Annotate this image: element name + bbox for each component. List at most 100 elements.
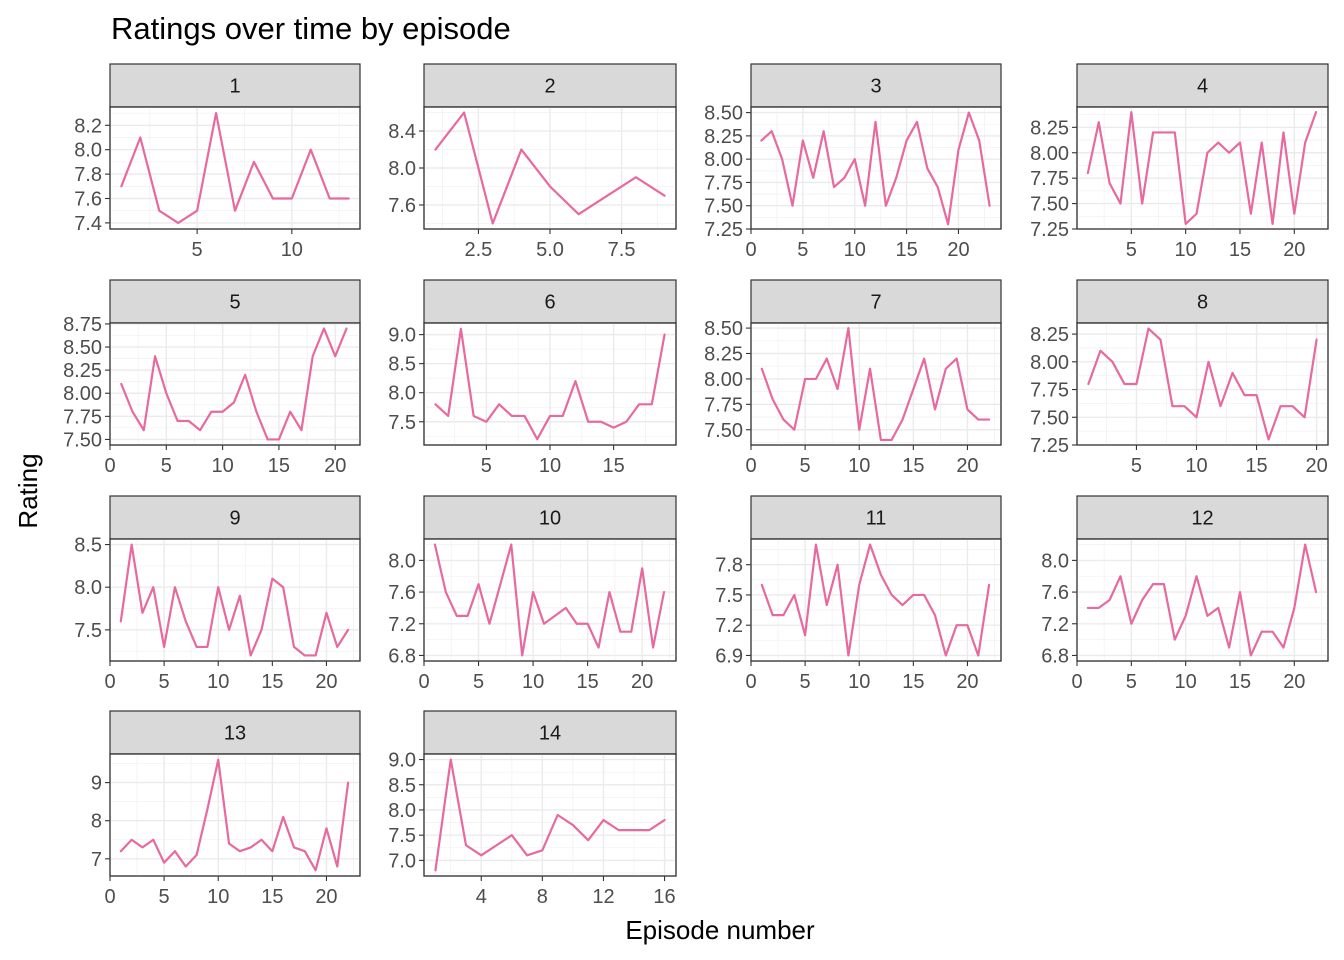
y-tick-label: 7.6 [388,582,416,604]
x-tick-label: 10 [281,239,303,261]
y-tick-label: 8.5 [388,354,416,376]
y-tick-label: 7.5 [74,620,102,642]
y-tick-label: 9.0 [388,325,416,347]
panel-border [109,322,361,446]
y-tick-label: 7.8 [715,555,743,577]
panel-border [109,538,361,662]
y-tick-label: 7.50 [1030,407,1069,429]
y-tick-label: 7.5 [388,412,416,434]
x-tick-label: 10 [1185,455,1207,477]
x-tick-label: 5 [159,886,170,908]
y-tick-label: 8.0 [388,383,416,405]
y-tick-label: 7.0 [388,850,416,872]
x-tick-label: 15 [902,671,924,693]
panel-border [109,753,361,877]
rating-series-line [434,111,666,225]
x-tick-label: 20 [315,886,337,908]
facet-panel-11: 11 6.9 7.2 7.5 7.8 0 5 10 15 20 [715,495,1002,693]
rating-series-line [120,111,350,224]
x-tick-label: 5 [159,671,170,693]
facet-strip-label: 8 [1197,292,1208,314]
x-tick-label: 20 [1283,671,1305,693]
x-tick-label: 10 [848,671,870,693]
rating-series-line [760,543,991,657]
x-tick-label: 0 [745,455,756,477]
panel-background [1076,106,1329,230]
facet-strip-label: 6 [544,292,555,314]
y-tick-label: 8.25 [704,126,743,148]
facet-strip [1076,495,1329,540]
x-tick-label: 4 [476,886,487,908]
y-tick-label: 7.5 [388,825,416,847]
rating-series-line [119,758,350,872]
y-tick-label: 8.50 [63,337,102,359]
facet-strip-label: 11 [866,508,887,530]
y-tick-label: 8.25 [63,360,102,382]
x-tick-label: 10 [1175,671,1197,693]
panel-background [423,538,677,662]
x-tick-label: 20 [1283,239,1305,261]
facet-panel-7: 7 7.50 7.75 8.00 8.25 8.50 0 5 10 15 20 [704,279,1002,477]
y-tick-label: 8.25 [704,344,743,366]
y-tick-label: 7.6 [388,195,416,217]
x-tick-label: 0 [1071,671,1082,693]
y-tick-label: 6.8 [388,645,416,667]
x-tick-label: 15 [1229,671,1251,693]
rating-series-line [119,543,350,657]
y-tick-label: 7.75 [1030,380,1069,402]
facet-panel-6: 6 7.5 8.0 8.5 9.0 5 10 15 [388,279,677,477]
y-tick-label: 8.0 [74,140,102,162]
x-tick-label: 15 [261,886,283,908]
y-tick-label: 8.75 [63,314,102,336]
rating-series-line [1086,543,1318,657]
x-tick-label: 5 [161,455,172,477]
panel-background [1076,322,1329,446]
facet-panel-9: 9 7.5 8.0 8.5 0 5 10 15 20 [74,495,361,693]
y-tick-label: 7.5 [715,585,743,607]
y-tick-label: 8.5 [388,775,416,797]
panel-background [109,753,361,877]
x-tick-label: 0 [745,239,756,261]
x-tick-label: 5 [1126,239,1137,261]
y-tick-label: 7.75 [704,394,743,416]
x-tick-label: 5 [1126,671,1137,693]
x-tick-label: 10 [207,671,229,693]
y-tick-label: 8.4 [388,121,416,143]
y-tick-label: 8.0 [1041,550,1069,572]
x-tick-label: 5 [797,239,808,261]
x-tick-label: 5 [473,671,484,693]
x-tick-label: 20 [631,671,653,693]
panel-background [750,538,1002,662]
y-tick-label: 7.25 [704,219,743,241]
x-tick-label: 15 [603,455,625,477]
y-tick-label: 8.00 [63,383,102,405]
facet-strip [109,710,361,755]
y-tick-label: 8.2 [74,115,102,137]
y-tick-label: 7.6 [74,189,102,211]
y-tick-label: 7.2 [1041,614,1069,636]
x-tick-label: 0 [745,671,756,693]
y-tick-label: 8.25 [1030,117,1069,139]
y-tick-label: 6.8 [1041,645,1069,667]
y-axis-title: Rating [13,453,43,528]
x-tick-label: 5 [800,455,811,477]
x-tick-label: 10 [848,455,870,477]
x-tick-label: 8 [537,886,548,908]
y-tick-label: 7.50 [1030,194,1069,216]
facet-strip [109,63,361,108]
y-tick-label: 8.50 [704,103,743,125]
rating-series-line [120,327,348,441]
x-tick-label: 0 [104,886,115,908]
y-tick-label: 7.8 [74,164,102,186]
y-tick-label: 9 [91,773,102,795]
facet-strip-label: 4 [1197,76,1208,98]
facet-strip [109,495,361,540]
y-tick-label: 7.4 [74,213,102,235]
facet-panel-5: 5 7.507.758.008.258.508.75 0 5 10 15 20 [63,279,361,477]
panel-border [1076,538,1329,662]
x-tick-label: 0 [418,671,429,693]
facet-strip [423,495,677,540]
rating-series-line [434,327,666,441]
x-tick-label: 5.0 [536,239,564,261]
facet-strip-label: 2 [544,76,555,98]
